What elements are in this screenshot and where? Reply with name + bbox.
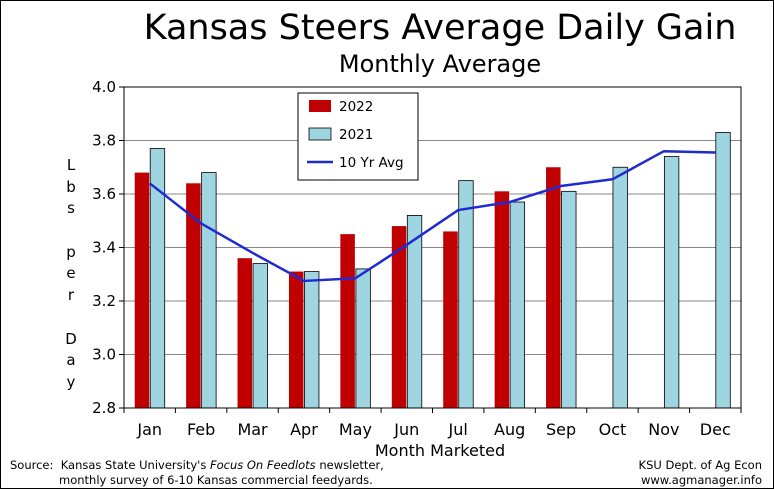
bar-2021 xyxy=(355,268,371,409)
source-line-2: monthly survey of 6-10 Kansas commercial… xyxy=(59,473,373,487)
y-axis-label-char: y xyxy=(66,372,76,391)
grid-lines xyxy=(124,86,741,409)
y-tick-label: 4.0 xyxy=(92,78,116,96)
source-text-pre: Kansas State University's xyxy=(60,458,210,472)
legend-label: 2022 xyxy=(339,99,373,115)
credit-line-2: www.agmanager.info xyxy=(640,473,762,487)
bar-2021 xyxy=(612,166,628,409)
y-tick-label: 3.2 xyxy=(92,292,116,310)
y-axis-label-char: s xyxy=(67,199,75,218)
bar-2021 xyxy=(201,172,217,409)
bar-2022 xyxy=(186,183,201,408)
bar-2022 xyxy=(134,172,150,408)
avg-line-path xyxy=(148,149,716,283)
bar-2021 xyxy=(304,271,320,409)
y-axis-label-char: e xyxy=(66,264,76,283)
y-axis-label-char: a xyxy=(66,351,76,370)
bar-2022 xyxy=(288,271,304,408)
bar-2021 xyxy=(149,148,166,409)
x-tick-label: May xyxy=(339,420,372,439)
bar-2021 xyxy=(509,201,526,409)
bar-2022 xyxy=(237,258,253,408)
credit-note: KSU Dept. of Ag Econ www.agmanager.info xyxy=(639,458,762,488)
x-tick-label: Nov xyxy=(648,420,679,439)
legend: 2022 2021 10 Yr Avg xyxy=(297,92,419,181)
y-axis-label-char: L xyxy=(66,156,76,174)
avg-line xyxy=(148,149,716,283)
source-label: Source: xyxy=(10,458,54,472)
y-tick-label: 2.8 xyxy=(92,399,116,417)
bar-2022 xyxy=(494,191,510,408)
x-tick-label: Jun xyxy=(393,420,419,439)
bar-2021 xyxy=(663,156,680,409)
x-axis-label: Month Marketed xyxy=(375,441,505,460)
legend-label: 10 Yr Avg xyxy=(339,155,404,171)
source-newsletter-name: Focus On Feedlots xyxy=(209,458,316,472)
legend-swatch xyxy=(308,127,332,141)
x-tick-label: Feb xyxy=(187,420,215,439)
bar-2021 xyxy=(252,263,268,409)
x-tick-label: Jul xyxy=(448,420,468,439)
source-text-post: newsletter, xyxy=(315,458,384,472)
x-tick-label: Apr xyxy=(290,420,318,439)
bar-2022 xyxy=(443,231,458,408)
y-axis-label-char: r xyxy=(67,286,75,305)
bar-2021 xyxy=(561,190,577,409)
x-tick-label: Oct xyxy=(599,420,627,439)
chart-title: Kansas Steers Average Daily Gain xyxy=(143,8,737,48)
bar-2022 xyxy=(340,234,355,408)
x-tick-label: Aug xyxy=(494,420,525,439)
bar-2022 xyxy=(546,167,561,408)
bar-2021 xyxy=(458,180,474,409)
legend-swatch xyxy=(309,100,331,112)
bar-2022 xyxy=(391,226,407,408)
y-tick-label: 3.0 xyxy=(92,346,116,364)
y-tick-label: 3.4 xyxy=(92,239,116,257)
y-axis-label-char: D xyxy=(65,329,77,348)
source-note: Source: Kansas State University's Focus … xyxy=(10,458,384,488)
y-axis-label-char: b xyxy=(66,177,76,196)
bar-2021 xyxy=(715,132,731,409)
y-tick-label: 3.6 xyxy=(92,185,116,203)
credit-line-1: KSU Dept. of Ag Econ xyxy=(638,458,762,472)
chart-subtitle: Monthly Average xyxy=(338,50,542,78)
bars xyxy=(134,132,731,409)
legend-label: 2021 xyxy=(339,127,373,143)
y-axis-label-char: p xyxy=(66,242,76,261)
y-tick-label: 3.8 xyxy=(92,132,116,150)
x-tick-label: Jan xyxy=(136,420,162,439)
x-tick-label: Dec xyxy=(700,420,731,439)
x-tick-label: Mar xyxy=(237,420,268,439)
x-tick-label: Sep xyxy=(546,420,576,439)
axes: 2.8 3.0 3.2 3.4 3.6 3.8 4.0 Jan Feb Mar Apr May Jun J… xyxy=(92,78,742,439)
